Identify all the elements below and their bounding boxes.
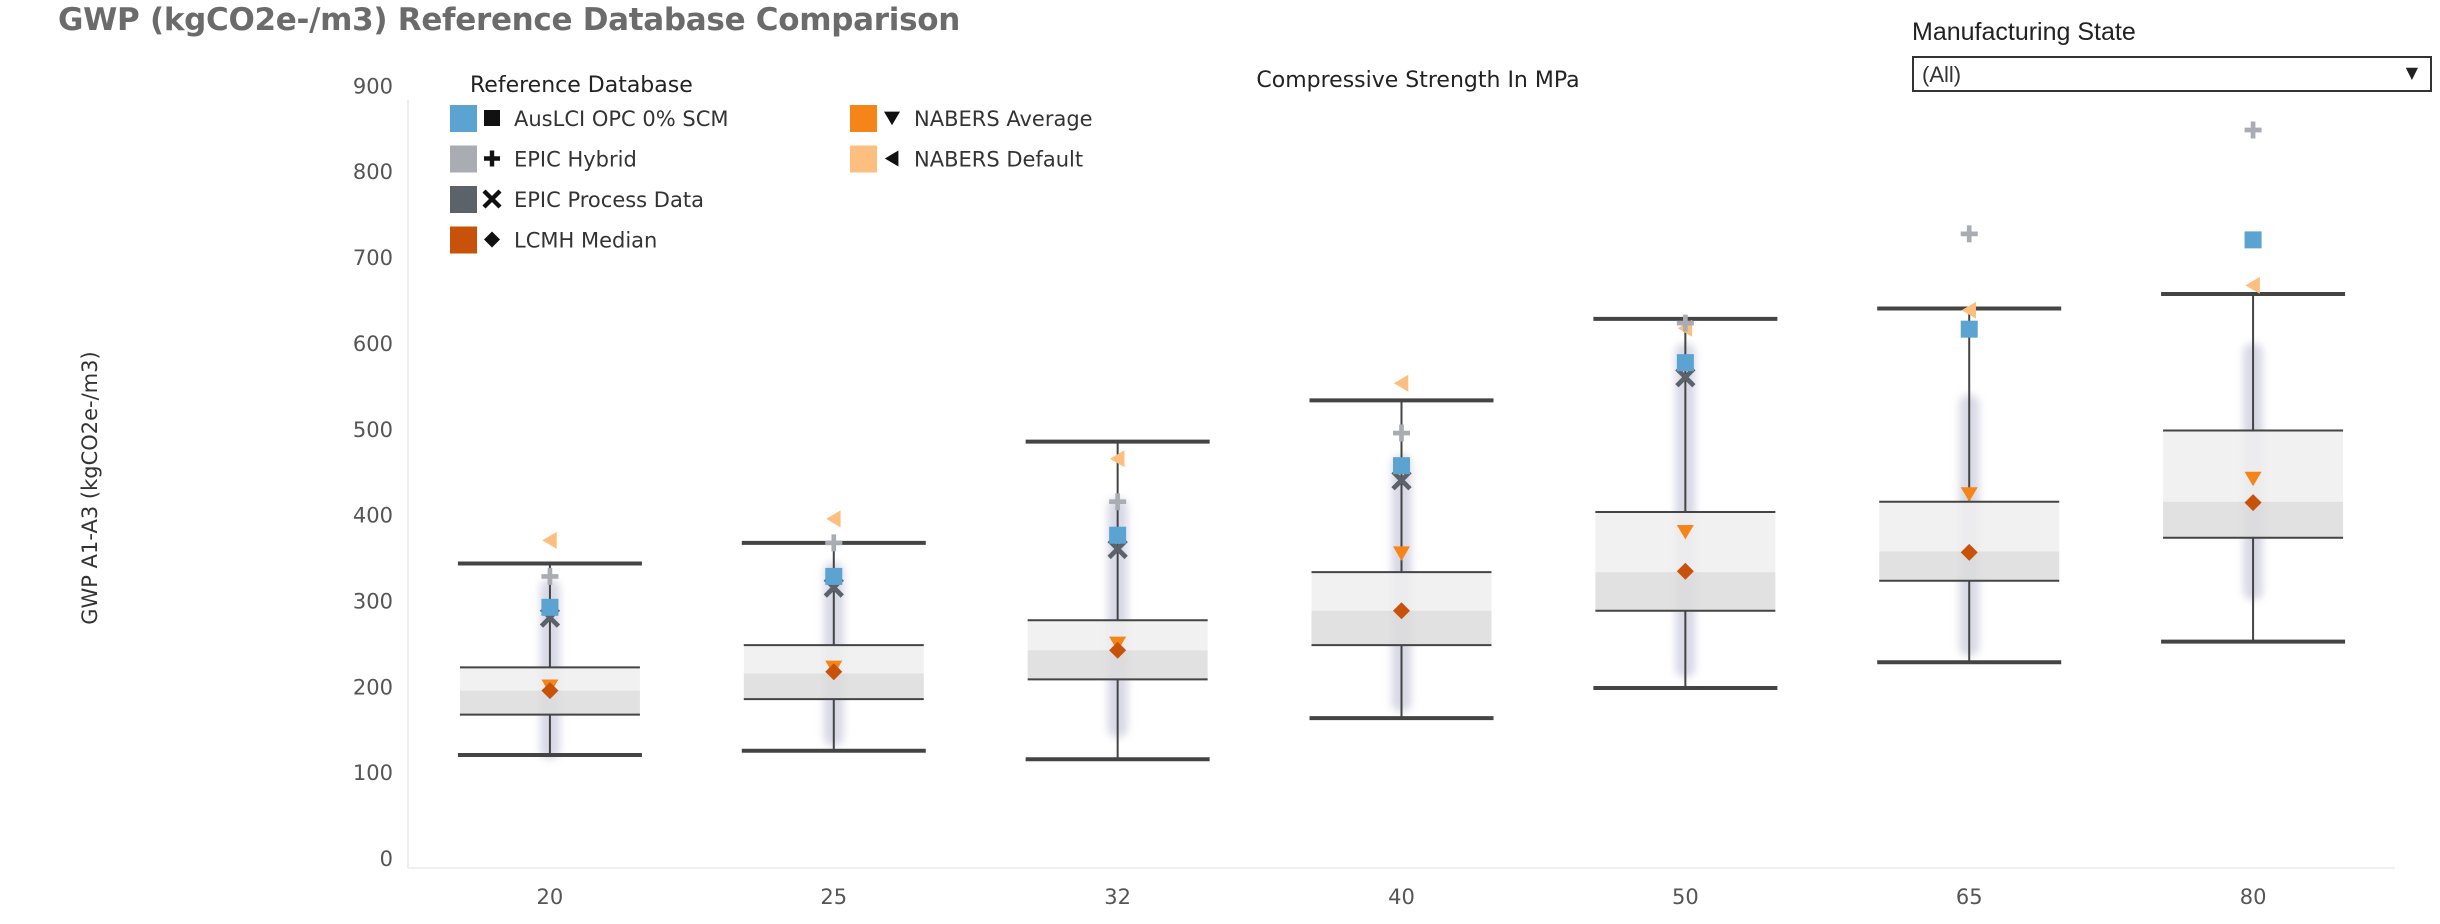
mark-lcmh-median bbox=[1676, 562, 1694, 580]
legend-swatch bbox=[850, 105, 877, 132]
y-tick-label: 800 bbox=[353, 160, 393, 184]
x-tick-label: 25 bbox=[820, 885, 847, 909]
triangle-left-icon bbox=[884, 150, 899, 167]
manufacturing-state-dropdown[interactable]: (All) ▼ bbox=[1912, 56, 2432, 92]
legend-item: EPIC Process Data bbox=[450, 186, 704, 213]
plus-icon bbox=[484, 150, 500, 167]
triangle-down-icon bbox=[884, 111, 900, 126]
square-icon bbox=[484, 110, 500, 126]
legend-swatch bbox=[450, 105, 477, 132]
legend-swatch bbox=[450, 226, 477, 254]
legend-swatch bbox=[850, 145, 877, 173]
mark-nabers-average bbox=[1676, 524, 1694, 540]
mark-auslci-opc-0-scm bbox=[541, 598, 559, 616]
upper-box bbox=[1595, 512, 1776, 573]
y-tick-label: 100 bbox=[353, 761, 393, 785]
legend-item: AusLCI OPC 0% SCM bbox=[450, 105, 728, 132]
mark-epic-hybrid bbox=[1676, 314, 1694, 332]
mark-nabers-default bbox=[1961, 301, 1977, 319]
mark-lcmh-median bbox=[1109, 641, 1127, 659]
legend-label: EPIC Hybrid bbox=[514, 148, 637, 172]
legend-swatch bbox=[450, 145, 477, 173]
x-tick-label: 20 bbox=[537, 885, 564, 909]
mark-nabers-default bbox=[1109, 450, 1125, 468]
mark-auslci-opc-0-scm bbox=[1109, 526, 1127, 544]
x-tick-label: 65 bbox=[1956, 885, 1983, 909]
mark-nabers-average bbox=[2244, 471, 2262, 487]
mark-auslci-opc-0-scm bbox=[1676, 354, 1694, 372]
legend-label: EPIC Process Data bbox=[514, 188, 704, 212]
cross-icon bbox=[482, 189, 502, 209]
mark-lcmh-median bbox=[1393, 602, 1410, 620]
mark-nabers-average bbox=[1393, 546, 1410, 561]
upper-box bbox=[2163, 430, 2344, 502]
legend-swatch bbox=[450, 186, 477, 213]
diamond-icon bbox=[484, 231, 500, 248]
upper-box bbox=[1879, 501, 2060, 552]
y-tick-label: 500 bbox=[353, 418, 393, 442]
x-tick-label: 40 bbox=[1388, 885, 1415, 909]
mark-lcmh-median bbox=[825, 663, 843, 681]
mark-lcmh-median bbox=[541, 682, 559, 700]
mark-auslci-opc-0-scm bbox=[825, 567, 843, 585]
mark-epic-hybrid bbox=[1960, 225, 1978, 243]
chart-title: GWP (kgCO2e-/m3) Reference Database Comp… bbox=[58, 2, 960, 38]
legend-label: NABERS Average bbox=[914, 107, 1093, 131]
mark-auslci-opc-0-scm bbox=[1393, 457, 1410, 475]
y-tick-label: 400 bbox=[353, 504, 393, 528]
box-80 bbox=[2161, 291, 2346, 644]
y-tick-label: 900 bbox=[353, 74, 393, 98]
y-tick-label: 600 bbox=[353, 332, 393, 356]
box-32 bbox=[1025, 439, 1210, 762]
mark-nabers-default bbox=[2245, 276, 2260, 294]
mark-auslci-opc-0-scm bbox=[2244, 231, 2262, 249]
legend-item: EPIC Hybrid bbox=[450, 145, 637, 173]
x-tick-label: 50 bbox=[1672, 885, 1699, 909]
mark-epic-hybrid bbox=[2244, 121, 2262, 139]
mark-epic-process-data bbox=[1675, 367, 1696, 388]
mark-lcmh-median bbox=[2244, 494, 2262, 512]
legend-item: NABERS Average bbox=[850, 105, 1093, 132]
y-tick-label: 0 bbox=[380, 847, 393, 871]
mark-nabers-average bbox=[1960, 487, 1978, 502]
legend-title: Reference Database bbox=[470, 73, 693, 98]
mark-epic-process-data bbox=[1391, 470, 1412, 491]
legend-label: NABERS Default bbox=[914, 148, 1083, 172]
legend-label: AusLCI OPC 0% SCM bbox=[514, 107, 728, 131]
mark-nabers-default bbox=[826, 510, 841, 528]
x-tick-label: 80 bbox=[2240, 885, 2267, 909]
mark-nabers-default bbox=[542, 531, 557, 549]
manufacturing-state-label: Manufacturing State bbox=[1912, 18, 2136, 46]
y-tick-label: 200 bbox=[353, 675, 393, 699]
box-25 bbox=[741, 540, 926, 753]
upper-box bbox=[459, 667, 640, 691]
box-20 bbox=[457, 561, 642, 760]
mark-epic-hybrid bbox=[1109, 493, 1127, 511]
legend-item: LCMH Median bbox=[450, 226, 657, 254]
legend-item: NABERS Default bbox=[850, 145, 1083, 173]
mark-epic-hybrid bbox=[541, 567, 559, 585]
mark-auslci-opc-0-scm bbox=[1960, 320, 1978, 338]
y-tick-label: 700 bbox=[353, 246, 393, 270]
box-65 bbox=[1877, 306, 2062, 665]
x-tick-label: 32 bbox=[1104, 885, 1131, 909]
mark-nabers-default bbox=[1393, 374, 1409, 392]
dropdown-selected-value: (All) bbox=[1922, 62, 1962, 87]
mark-epic-hybrid bbox=[1393, 424, 1410, 442]
mark-lcmh-median bbox=[1960, 543, 1978, 561]
mark-epic-hybrid bbox=[825, 534, 843, 552]
triangle-down-icon[interactable]: ▼ bbox=[2405, 63, 2418, 82]
legend-label: LCMH Median bbox=[514, 229, 657, 253]
y-tick-label: 300 bbox=[353, 589, 393, 613]
x-axis-title: Compressive Strength In MPa bbox=[1256, 68, 1580, 93]
